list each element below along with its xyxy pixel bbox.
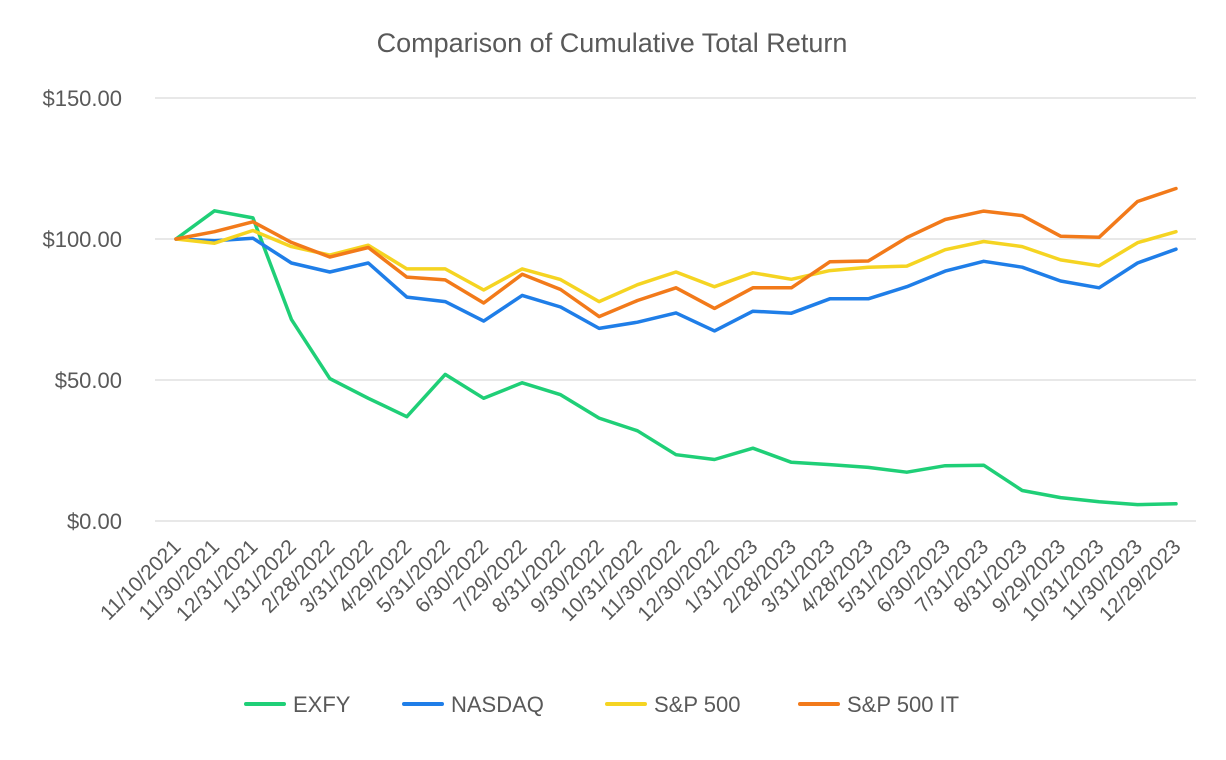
y-tick-label: $0.00: [67, 509, 122, 534]
legend: EXFY NASDAQ S&P 500 S&P 500 IT: [244, 692, 959, 717]
y-tick-label: $50.00: [55, 368, 122, 393]
series-lines: [174, 186, 1178, 507]
gridlines: [155, 97, 1196, 522]
y-axis-tick-labels: $0.00 $50.00 $100.00 $150.00: [42, 86, 122, 534]
legend-label-nasdaq: NASDAQ: [451, 692, 544, 717]
series-line-nasdaq: [174, 236, 1178, 333]
y-tick-label: $100.00: [42, 227, 122, 252]
x-axis-tick-labels: 11/10/202111/30/202112/31/20211/31/20222…: [96, 535, 1185, 626]
series-line-s-p-500-it: [174, 186, 1178, 319]
legend-label-s-p-500-it: S&P 500 IT: [847, 692, 959, 717]
legend-label-s-p-500: S&P 500: [654, 692, 740, 717]
series-line-s-p-500: [174, 228, 1178, 304]
y-tick-label: $150.00: [42, 86, 122, 111]
legend-label-exfy: EXFY: [293, 692, 351, 717]
chart-title: Comparison of Cumulative Total Return: [377, 28, 848, 58]
series-line-exfy: [174, 209, 1178, 507]
